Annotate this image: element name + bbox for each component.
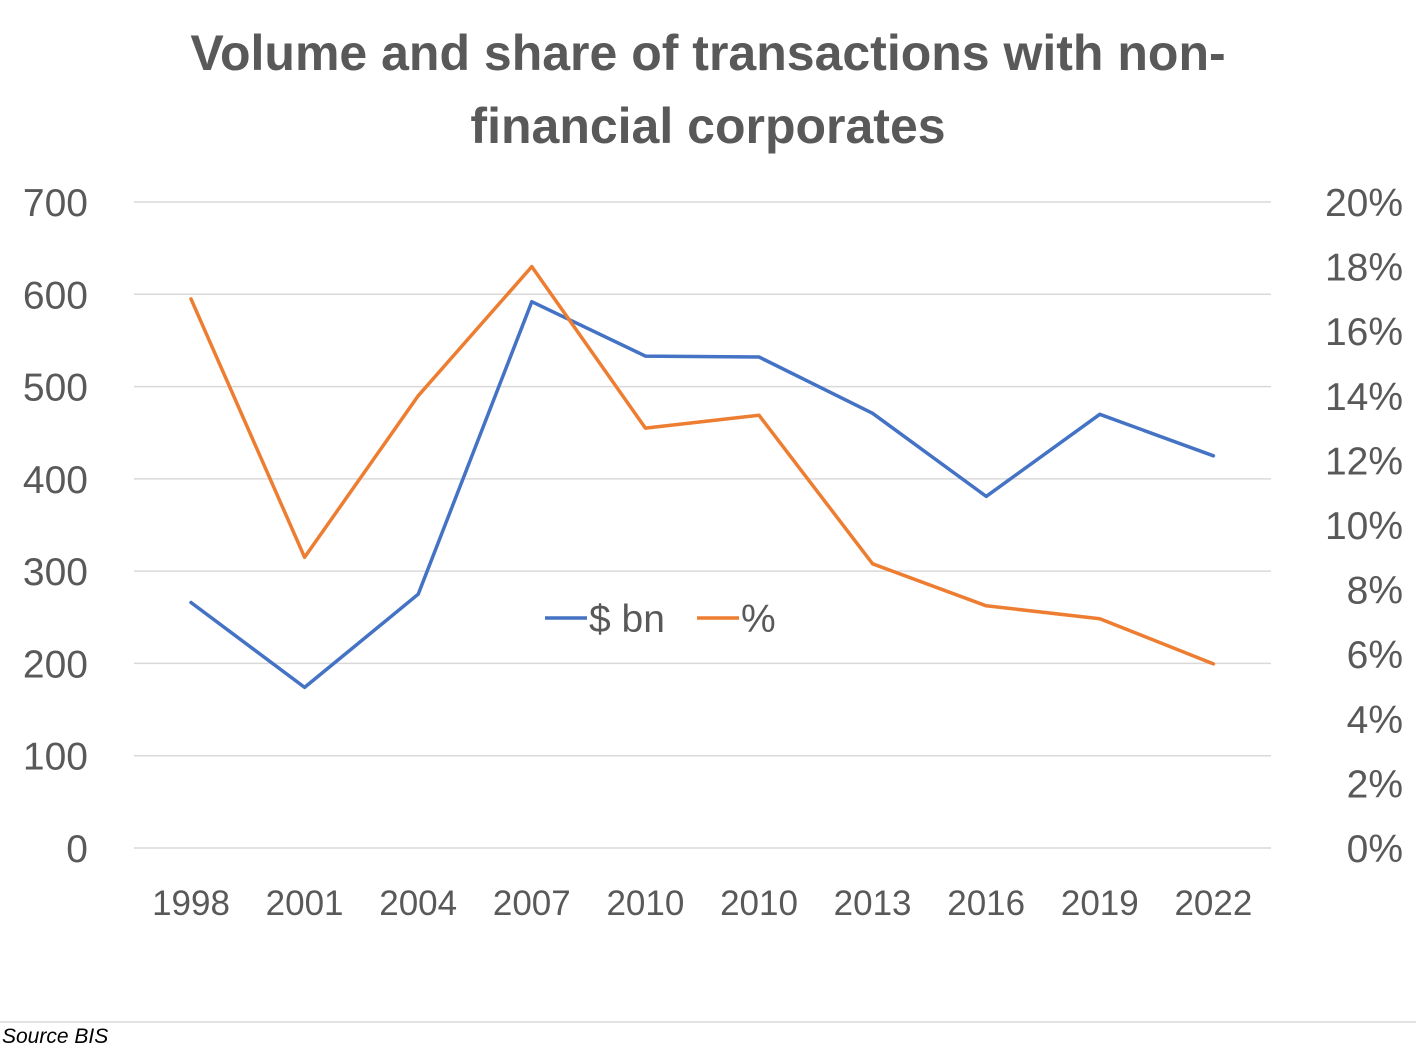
right-y-tick-label: 8% [1347, 570, 1403, 613]
x-tick-label: 2016 [947, 884, 1025, 923]
left-y-tick-label: 400 [23, 459, 88, 502]
right-y-tick-label: 6% [1347, 634, 1403, 677]
right-y-axis: 0% 2% 4% 6% 8% 10% 12% 14% 16% 18% 20% [1325, 182, 1403, 871]
chart-title-line-1: Volume and share of transactions with no… [190, 25, 1225, 81]
x-tick-label: 1998 [152, 884, 230, 923]
series-lines [189, 264, 1216, 690]
right-y-tick-label: 4% [1347, 699, 1403, 742]
left-y-tick-label: 100 [23, 736, 88, 779]
right-y-tick-label: 2% [1347, 763, 1403, 806]
x-tick-label: 2004 [379, 884, 457, 923]
x-tick-label: 2019 [1061, 884, 1139, 923]
right-y-tick-label: 12% [1325, 440, 1403, 483]
legend-label: % [741, 598, 776, 641]
x-tick-label: 2001 [266, 884, 344, 923]
left-y-tick-label: 300 [23, 551, 88, 594]
left-y-tick-label: 600 [23, 274, 88, 317]
x-tick-label: 2010 [606, 884, 684, 923]
source-note: Source BIS [2, 1025, 108, 1048]
x-tick-label: 2013 [834, 884, 912, 923]
x-tick-label: 2007 [493, 884, 571, 923]
chart-title: Volume and share of transactions with no… [190, 25, 1225, 154]
x-axis: 1998 2001 2004 2007 2010 2010 2013 2016 2019 2022 [152, 884, 1252, 923]
series-line-usd-bn [189, 299, 1216, 690]
left-y-tick-label: 500 [23, 367, 88, 410]
right-y-tick-label: 20% [1325, 182, 1403, 225]
right-y-tick-label: 16% [1325, 311, 1403, 354]
right-y-tick-label: 0% [1347, 828, 1403, 871]
legend-label: $ bn [589, 598, 665, 641]
chart-title-line-2: financial corporates [470, 98, 945, 154]
series-line-percent [189, 264, 1216, 666]
legend: $ bn% [545, 598, 776, 641]
gridlines [134, 201, 1271, 849]
x-tick-label: 2022 [1174, 884, 1252, 923]
right-y-tick-label: 14% [1325, 376, 1403, 419]
left-y-tick-label: 0 [66, 828, 88, 871]
left-y-axis: 0 100 200 300 400 500 600 700 [23, 182, 88, 871]
right-y-tick-label: 10% [1325, 505, 1403, 548]
left-y-tick-label: 700 [23, 182, 88, 225]
x-tick-label: 2010 [720, 884, 798, 923]
right-y-tick-label: 18% [1325, 247, 1403, 290]
left-y-tick-label: 200 [23, 643, 88, 686]
